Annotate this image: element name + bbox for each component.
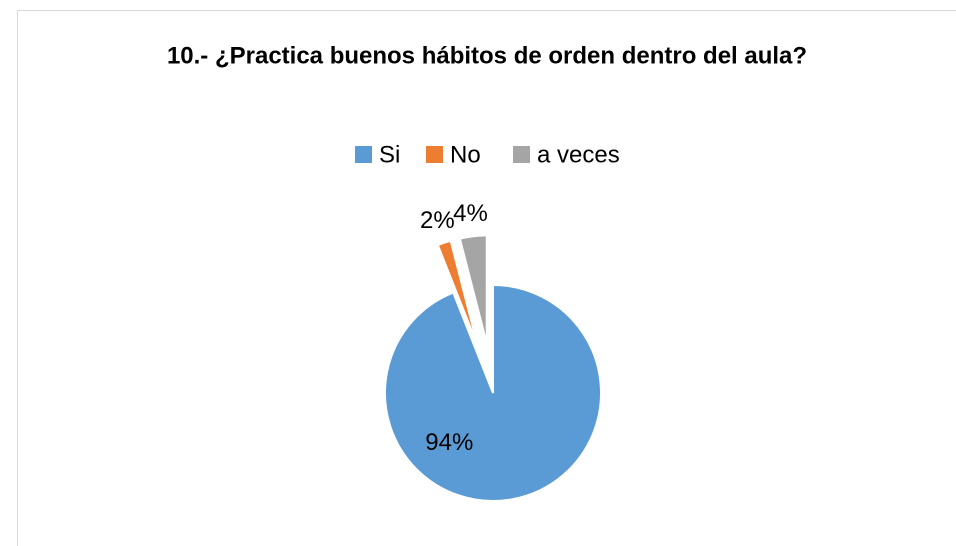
pie-slice <box>436 239 479 346</box>
pie-slice <box>384 283 602 502</box>
legend-swatch <box>426 146 443 163</box>
legend-label: No <box>450 141 481 168</box>
data-label: 2% <box>420 207 455 234</box>
legend-swatch <box>513 146 530 163</box>
data-label: 4% <box>453 200 488 227</box>
legend-label: a veces <box>537 141 620 168</box>
pie-slice <box>458 234 488 344</box>
legend-label: Si <box>379 141 400 168</box>
chart-title: 10.- ¿Practica buenos hábitos de orden d… <box>167 42 807 69</box>
legend-swatch <box>355 146 372 163</box>
data-label: 94% <box>425 429 473 456</box>
